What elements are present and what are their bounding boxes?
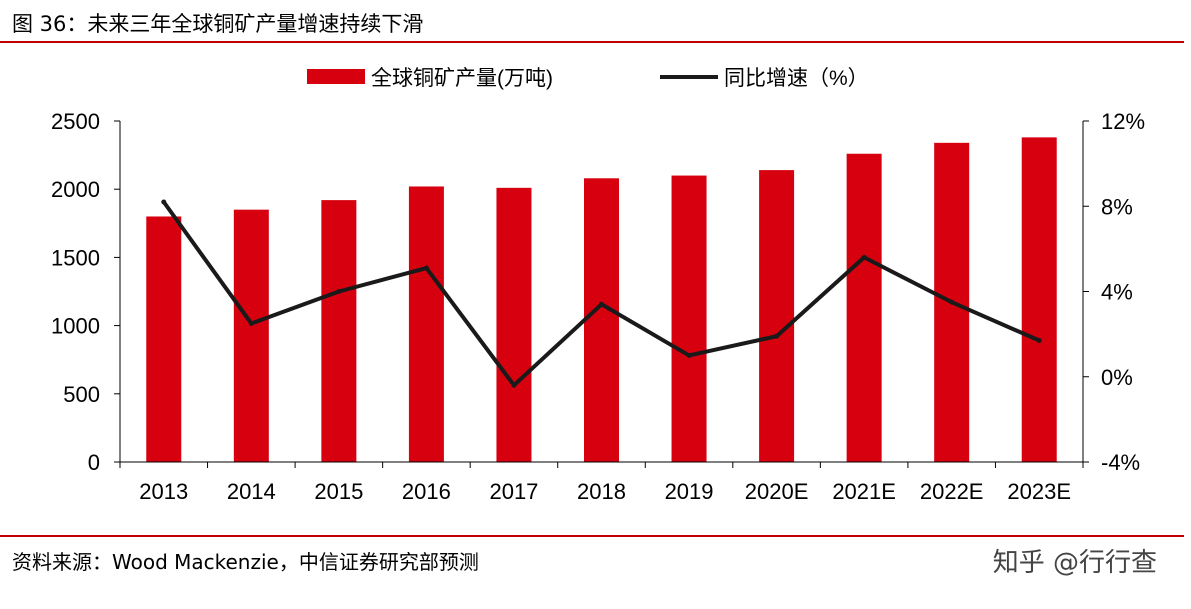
x-tick-label: 2016 [402, 479, 451, 504]
x-tick-label: 2020E [745, 479, 809, 504]
line-point [161, 199, 167, 205]
bar [496, 187, 532, 462]
left-tick-label: 2000 [51, 177, 100, 202]
line-series [161, 199, 1042, 388]
x-tick-label: 2019 [665, 479, 714, 504]
x-tick-label: 2021E [832, 479, 896, 504]
line-point [949, 299, 955, 305]
right-tick-label: 12% [1101, 109, 1145, 134]
bar [233, 209, 269, 462]
bar [408, 186, 444, 463]
x-tick-label: 2013 [139, 479, 188, 504]
chart-legend: 全球铜矿产量(万吨) 同比增速（%） [307, 67, 869, 90]
line-point [1036, 338, 1042, 344]
x-tick-label: 2015 [314, 479, 363, 504]
left-tick-label: 2500 [51, 109, 100, 134]
bar [759, 170, 795, 462]
left-tick-label: 1000 [51, 314, 100, 339]
line-point [861, 254, 867, 260]
figure-title: 图 36：未来三年全球铜矿产量增速持续下滑 [12, 12, 424, 36]
line-point [686, 352, 692, 358]
x-tick-label: 2022E [920, 479, 984, 504]
bottom-rule [0, 535, 1184, 537]
bar [146, 216, 182, 462]
right-tick-label: 8% [1101, 194, 1133, 219]
source-note: 资料来源：Wood Mackenzie，中信证券研究部预测 [12, 550, 479, 574]
x-tick-label: 2018 [577, 479, 626, 504]
line-point [774, 333, 780, 339]
right-tick-label: 0% [1101, 365, 1133, 390]
line-point [599, 301, 604, 307]
left-tick-label: 500 [63, 382, 100, 407]
chart-axes: 0 500 1000 1500 2000 2500 -4% 0% 4% 8% 12% 2013 2014… [51, 109, 1145, 504]
brand-watermark: 知乎 @行行查 [992, 548, 1157, 578]
x-tick-label: 2014 [227, 479, 276, 504]
line-point [423, 265, 429, 271]
bar [1021, 137, 1057, 463]
left-tick-label: 0 [88, 450, 100, 475]
legend-bar-swatch [307, 69, 365, 84]
bar [846, 153, 882, 462]
top-rule [0, 41, 1184, 43]
legend-bar-label: 全球铜矿产量(万吨) [371, 67, 553, 90]
x-tick-label: 2023E [1007, 479, 1071, 504]
bar [321, 200, 357, 462]
bar [584, 178, 619, 462]
right-tick-label: 4% [1101, 280, 1133, 305]
bar-series [146, 137, 1057, 463]
right-tick-label: -4% [1101, 450, 1140, 475]
x-tick-label: 2017 [489, 479, 538, 504]
left-tick-label: 1500 [51, 245, 100, 270]
combo-chart: 0 500 1000 1500 2000 2500 -4% 0% 4% 8% 12% 2013 2014… [51, 67, 1145, 504]
legend-line-label: 同比增速（%） [724, 67, 869, 90]
line-point [511, 382, 517, 388]
bar [671, 175, 707, 462]
line-point [336, 289, 342, 294]
line-point [248, 320, 254, 326]
